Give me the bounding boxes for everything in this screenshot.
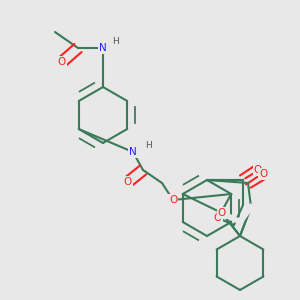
Text: N: N [99,43,107,53]
Text: O: O [214,213,222,223]
Text: N: N [129,147,137,157]
Text: H: H [145,140,152,149]
Text: O: O [124,177,132,187]
Text: H: H [112,37,118,46]
Text: O: O [259,169,267,179]
Text: O: O [218,208,226,218]
Text: O: O [169,195,177,205]
Text: O: O [254,165,262,175]
Text: O: O [58,57,66,67]
